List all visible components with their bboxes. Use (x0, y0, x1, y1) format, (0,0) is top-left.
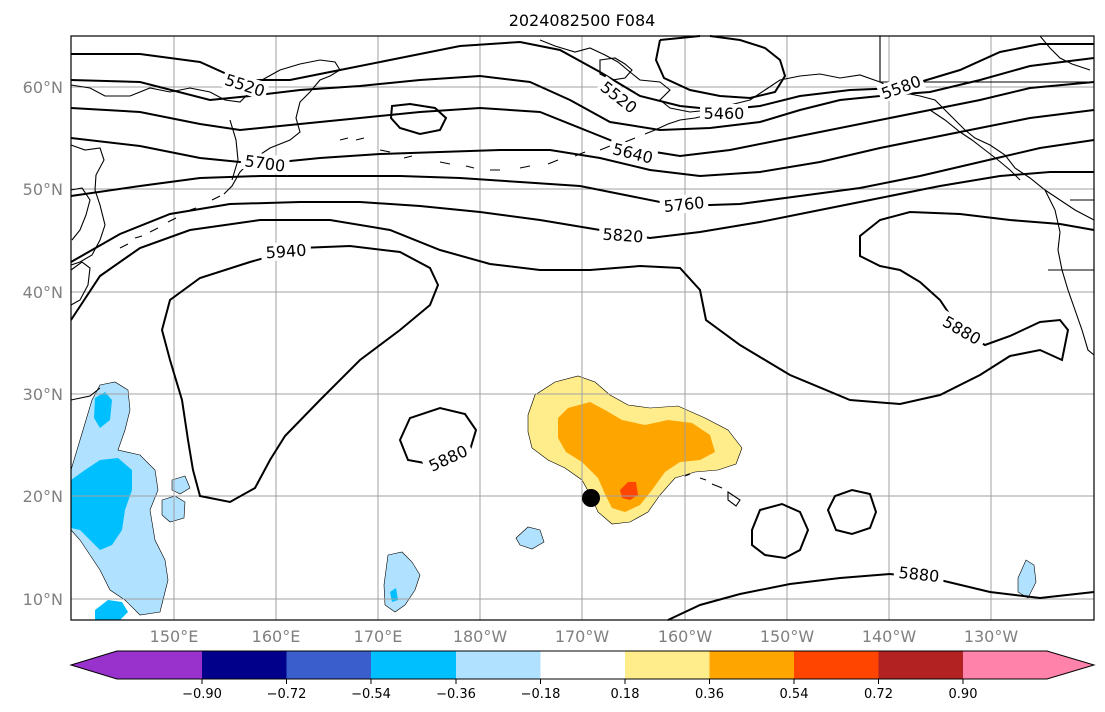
location-marker (582, 489, 600, 507)
lat-label: 50°N (23, 180, 63, 199)
colorbar-tick-label: 0.90 (949, 687, 978, 702)
lat-label: 40°N (23, 283, 63, 302)
lon-label: 150°W (760, 627, 815, 646)
contour-label-5760: 5760 (663, 193, 705, 216)
latitude-labels: 60°N 50°N 40°N 30°N 20°N 10°N (23, 78, 63, 609)
contour-label-5940: 5940 (265, 241, 307, 263)
lon-label: 170°E (354, 627, 403, 646)
lat-label: 20°N (23, 487, 63, 506)
negative-anomaly-shading (70, 381, 1037, 620)
lon-label: 130°W (964, 627, 1019, 646)
map-title: 2024082500 F084 (509, 11, 656, 30)
lon-label: 140°W (862, 627, 917, 646)
colorbar-tick-label: −0.18 (521, 687, 561, 702)
contour-label-5460: 5460 (704, 104, 745, 123)
colorbar-segment (963, 651, 1094, 679)
lon-label: 170°W (555, 627, 610, 646)
lat-label: 30°N (23, 385, 63, 404)
colorbar-segment (371, 651, 456, 679)
colorbar-tick-label: 0.18 (611, 687, 640, 702)
colorbar-segment (540, 651, 625, 679)
colorbar-tick-label: 0.72 (864, 687, 893, 702)
lon-label: 160°W (658, 627, 713, 646)
map-panel: 5520 5520 5460 5580 5700 5640 5760 5820 … (70, 35, 1095, 621)
lon-label: 180°W (453, 627, 508, 646)
colorbar-segment (794, 651, 879, 679)
colorbar-tick-label: −0.72 (267, 687, 307, 702)
colorbar-segment (456, 651, 541, 679)
colorbar-tick-label: −0.54 (351, 687, 391, 702)
contour-label-5880-south: 5880 (898, 563, 940, 586)
colorbar-segment (709, 651, 794, 679)
colorbar-tick-label: 0.54 (780, 687, 809, 702)
colorbar: −0.90 −0.72 −0.54 −0.36 −0.18 0.18 0.36 … (69, 650, 1096, 702)
longitude-labels: 150°E 160°E 170°E 180°W 170°W 160°W 150°… (150, 627, 1019, 646)
colorbar-segment (286, 651, 371, 679)
lon-label: 160°E (252, 627, 301, 646)
colorbar-segment (202, 651, 287, 679)
lat-label: 60°N (23, 78, 63, 97)
colorbar-tick-label: −0.36 (436, 687, 476, 702)
lat-label: 10°N (23, 590, 63, 609)
contour-label-5820: 5820 (602, 225, 644, 247)
colorbar-segment (878, 651, 963, 679)
colorbar-tick-label: 0.36 (695, 687, 724, 702)
colorbar-segment (71, 651, 202, 679)
lon-label: 150°E (150, 627, 199, 646)
colorbar-tick-label: −0.90 (182, 687, 222, 702)
coastlines (70, 35, 1095, 507)
colorbar-segment (625, 651, 710, 679)
